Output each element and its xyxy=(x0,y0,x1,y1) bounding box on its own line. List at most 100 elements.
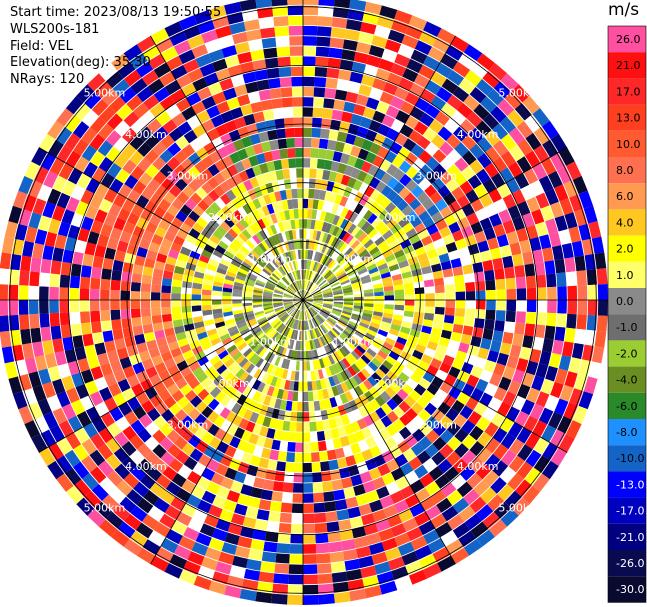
velocity-gate xyxy=(413,511,431,527)
velocity-gate xyxy=(179,383,193,396)
velocity-gate xyxy=(338,242,348,253)
velocity-gate xyxy=(313,338,319,350)
velocity-gate xyxy=(219,406,231,420)
velocity-gate xyxy=(469,86,487,104)
velocity-gate xyxy=(320,283,330,290)
velocity-gate xyxy=(303,300,306,310)
velocity-gate xyxy=(419,472,435,488)
velocity-gate xyxy=(196,331,209,341)
velocity-gate xyxy=(274,307,285,313)
velocity-gate xyxy=(67,415,83,433)
velocity-gate xyxy=(391,346,403,356)
velocity-gate xyxy=(299,350,303,361)
velocity-gate xyxy=(59,312,71,326)
velocity-gate xyxy=(171,197,185,211)
velocity-gate xyxy=(321,118,332,130)
velocity-gate xyxy=(194,413,207,427)
velocity-gate xyxy=(263,289,274,294)
velocity-gate xyxy=(144,451,161,467)
velocity-gate xyxy=(572,405,588,425)
velocity-gate xyxy=(340,207,350,219)
velocity-gate xyxy=(136,35,156,53)
velocity-gate xyxy=(418,553,437,570)
velocity-gate xyxy=(304,279,308,291)
velocity-gate xyxy=(416,191,430,204)
velocity-gate xyxy=(212,495,227,509)
velocity-gate xyxy=(439,141,454,157)
velocity-gate xyxy=(461,449,477,466)
velocity-gate xyxy=(66,95,84,115)
velocity-gate xyxy=(363,303,375,308)
velocity-gate xyxy=(252,423,263,436)
velocity-gate xyxy=(450,257,463,269)
velocity-gate xyxy=(321,335,329,346)
velocity-gate xyxy=(305,280,310,291)
velocity-gate xyxy=(132,264,144,275)
velocity-gate xyxy=(397,259,410,269)
velocity-gate xyxy=(163,357,177,370)
velocity-gate xyxy=(206,350,218,361)
velocity-gate xyxy=(235,274,247,282)
velocity-gate xyxy=(106,470,124,487)
velocity-gate xyxy=(103,213,118,228)
velocity-gate xyxy=(326,258,335,269)
velocity-gate xyxy=(362,480,376,494)
velocity-gate xyxy=(99,300,111,311)
velocity-gate xyxy=(303,360,307,372)
velocity-gate xyxy=(371,340,383,350)
velocity-gate xyxy=(252,445,264,458)
velocity-gate xyxy=(343,423,354,436)
velocity-gate xyxy=(344,390,354,403)
velocity-gate xyxy=(358,31,374,45)
velocity-gate xyxy=(173,265,186,275)
velocity-gate xyxy=(143,94,160,111)
velocity-gate xyxy=(418,30,437,47)
velocity-gate xyxy=(283,292,294,297)
velocity-gate xyxy=(524,150,541,168)
velocity-gate xyxy=(410,49,428,65)
velocity-gate xyxy=(268,276,279,284)
velocity-gate xyxy=(330,310,341,317)
velocity-gate xyxy=(414,246,427,257)
velocity-gate xyxy=(210,472,225,486)
velocity-gate xyxy=(330,27,346,39)
velocity-gate xyxy=(33,166,50,185)
velocity-gate xyxy=(426,340,439,351)
velocity-gate xyxy=(271,272,281,281)
velocity-gate xyxy=(123,472,140,489)
velocity-gate xyxy=(176,360,189,372)
velocity-gate xyxy=(245,226,256,237)
velocity-gate xyxy=(544,260,556,275)
velocity-gate xyxy=(239,344,251,355)
velocity-gate xyxy=(550,447,568,467)
velocity-gate xyxy=(277,138,288,150)
velocity-gate xyxy=(374,419,387,433)
velocity-gate xyxy=(368,541,385,556)
velocity-gate xyxy=(291,513,303,524)
velocity-gate xyxy=(357,357,368,368)
velocity-gate xyxy=(500,449,517,467)
velocity-gate xyxy=(247,496,261,509)
velocity-gate xyxy=(252,304,263,308)
velocity-gate xyxy=(64,449,81,468)
velocity-gate xyxy=(260,322,271,330)
velocity-gate xyxy=(359,116,373,130)
velocity-gate xyxy=(324,190,332,202)
velocity-gate xyxy=(306,228,311,240)
velocity-gate xyxy=(213,172,226,185)
velocity-gate xyxy=(292,106,303,118)
velocity-gate xyxy=(114,338,127,350)
velocity-gate xyxy=(289,272,295,282)
velocity-gate xyxy=(171,306,182,314)
velocity-gate xyxy=(89,116,107,134)
velocity-gate xyxy=(470,61,489,79)
velocity-gate xyxy=(476,53,495,71)
velocity-gate xyxy=(464,281,476,292)
velocity-gate xyxy=(343,292,354,296)
velocity-gate xyxy=(445,451,462,467)
velocity-gate xyxy=(117,207,131,222)
velocity-gate xyxy=(278,312,288,320)
velocity-gate xyxy=(313,300,324,303)
velocity-gate xyxy=(440,329,453,340)
velocity-gate xyxy=(247,376,258,388)
